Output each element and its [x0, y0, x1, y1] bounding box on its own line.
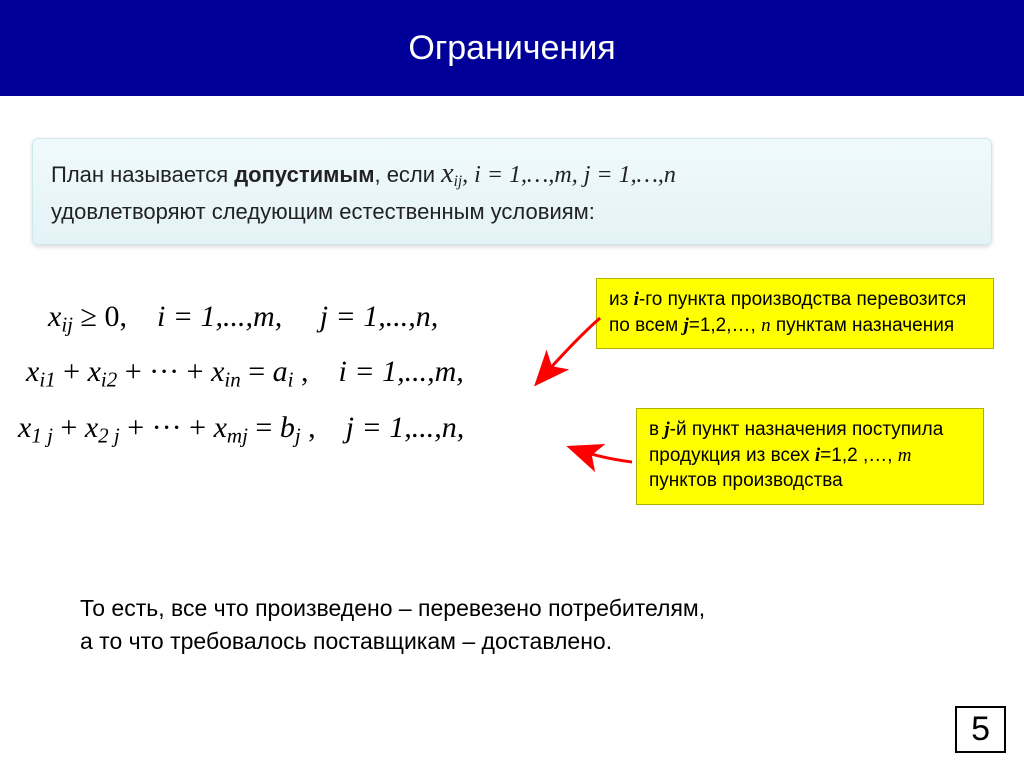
- def-line2: удовлетворяют следующим естественным усл…: [51, 199, 595, 224]
- f2-p1: +: [56, 355, 88, 388]
- summary-text: То есть, все что произведено – перевезен…: [80, 592, 705, 659]
- f2-comma: ,: [294, 355, 309, 388]
- f3-dots: + ··· +: [120, 411, 214, 444]
- f2-rhs: a: [273, 355, 288, 388]
- f2-tail: i = 1,...,m,: [309, 355, 464, 388]
- f3-s2: 2 j: [98, 423, 120, 447]
- f3-comma: ,: [301, 411, 316, 444]
- title-bar: Ограничения: [0, 0, 1024, 96]
- formula-1: xij ≥ 0, i = 1,...,m, j = 1,...,n,: [18, 300, 464, 337]
- c2-s1: в: [649, 419, 664, 440]
- f2-eq: =: [241, 355, 273, 388]
- formulas-block: xij ≥ 0, i = 1,...,m, j = 1,...,n, xi1 +…: [18, 300, 464, 466]
- page-number: 5: [955, 706, 1006, 753]
- page-title: Ограничения: [408, 29, 615, 68]
- callout-2: в j-й пункт назначения поступила продукц…: [636, 408, 984, 505]
- def-var-x-sub: ij: [454, 173, 463, 190]
- f3-t2: x: [85, 411, 98, 444]
- c1-s4: пунктам назначения: [771, 315, 955, 336]
- f1-rel: ≥ 0,: [73, 300, 127, 333]
- arrow-2: [572, 448, 632, 462]
- c1-vn: n: [761, 315, 771, 336]
- summary-line1: То есть, все что произведено – перевезен…: [80, 592, 705, 625]
- def-pre: План называется: [51, 162, 234, 187]
- c2-s4: пунктов производства: [649, 470, 843, 491]
- f3-p1: +: [53, 411, 85, 444]
- def-post1: , если: [374, 162, 441, 187]
- f2-s1: i1: [39, 368, 55, 392]
- f3-t3: x: [214, 411, 227, 444]
- f2-s2: i2: [101, 368, 117, 392]
- f1-lhs: x: [48, 300, 61, 333]
- f3-eq: =: [248, 411, 280, 444]
- f3-t1: x: [18, 411, 31, 444]
- f3-rhs: b: [280, 411, 295, 444]
- c2-vm: m: [898, 445, 912, 466]
- arrow-1: [538, 318, 600, 382]
- summary-line2: а то что требовалось поставщикам – доста…: [80, 625, 705, 658]
- c2-s3: =1,2 ,…,: [820, 445, 898, 466]
- definition-box: План называется допустимым, если xij, i …: [32, 138, 992, 245]
- f2-s3: in: [224, 368, 240, 392]
- def-var-x: x: [441, 158, 453, 189]
- f1-tail: i = 1,...,m, j = 1,...,n,: [127, 300, 438, 333]
- f3-s3: mj: [227, 423, 248, 447]
- def-bold: допустимым: [234, 162, 374, 187]
- callout-1: из i-го пункта производства перевозится …: [596, 278, 994, 349]
- formula-2: xi1 + xi2 + ··· + xin = ai , i = 1,...,m…: [18, 355, 464, 392]
- f2-t2: x: [88, 355, 101, 388]
- f2-t3: x: [211, 355, 224, 388]
- def-range: , i = 1,…,m, j = 1,…,n: [462, 162, 676, 188]
- c1-s3: =1,2,…,: [689, 315, 761, 336]
- f3-tail: j = 1,...,n,: [316, 411, 465, 444]
- f2-t1: x: [26, 355, 39, 388]
- f3-s1: 1 j: [31, 423, 53, 447]
- f1-lhs-sub: ij: [61, 312, 73, 336]
- formula-3: x1 j + x2 j + ··· + xmj = bj , j = 1,...…: [18, 411, 464, 448]
- c1-s1: из: [609, 289, 634, 310]
- f2-dots: + ··· +: [117, 355, 211, 388]
